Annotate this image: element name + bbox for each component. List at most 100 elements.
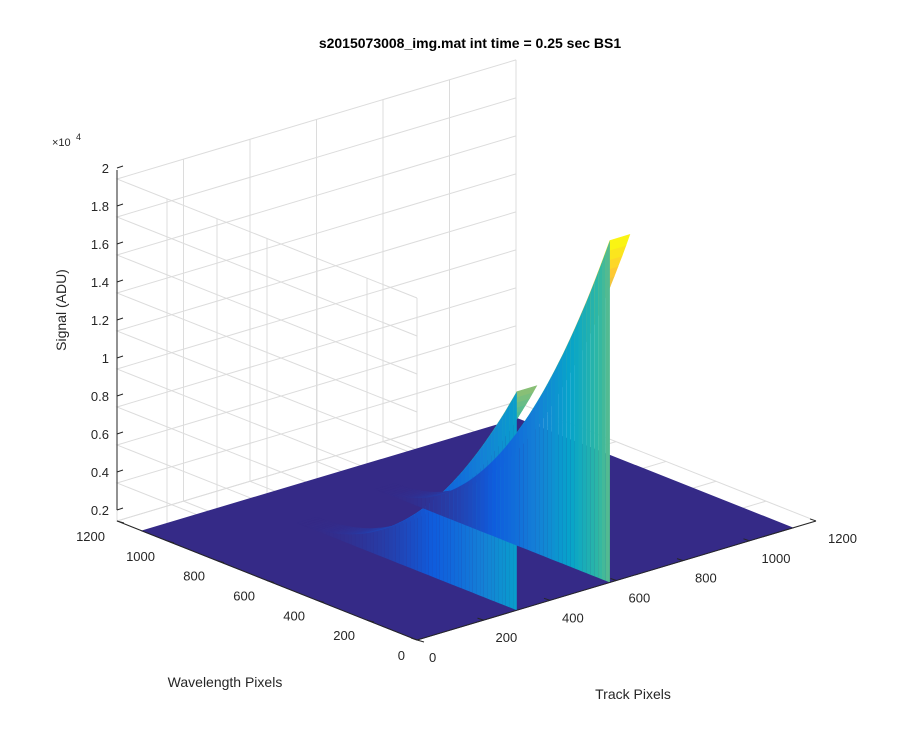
x-tick-label: 200 — [496, 630, 518, 645]
x-tick-mark — [477, 617, 484, 621]
peak-side-strip — [406, 516, 411, 568]
y-tick-mark — [416, 639, 425, 643]
peak-side-strip — [492, 457, 497, 538]
peak-side-strip — [421, 507, 426, 574]
z-tick-label: 0.6 — [91, 427, 109, 442]
peak-side-strip — [562, 346, 567, 566]
z-exponent-base: ×10 — [52, 137, 71, 149]
peak-side-strip — [461, 483, 465, 525]
peak-side-strip — [381, 528, 385, 558]
z-tick-label: 0.2 — [91, 503, 109, 518]
z-tick-mark — [116, 241, 124, 245]
peak-side-strip — [366, 532, 371, 552]
y-tick-label: 0 — [398, 648, 405, 663]
peak-side-strip — [547, 377, 552, 560]
z-exponent: ×10 4 — [52, 132, 81, 149]
x-axis-label: Track Pixels — [595, 686, 671, 702]
y-tick-label: 200 — [333, 628, 355, 643]
peak-side-strip — [337, 533, 341, 541]
x-tick-label: 600 — [629, 590, 651, 605]
peak-side-strip — [582, 301, 587, 574]
peak-side-strip — [307, 527, 312, 529]
peak-side-strip — [373, 530, 378, 555]
peak-side-strip — [318, 530, 323, 534]
y-tick-mark — [366, 619, 375, 623]
peak-side-strip — [322, 531, 327, 535]
peak-side-strip — [355, 534, 360, 548]
y-tick-label: 400 — [283, 608, 305, 623]
y-tick-mark — [166, 540, 175, 544]
peak-side-strip — [417, 498, 422, 508]
peak-side-strip — [359, 533, 363, 550]
z-tick-label: 0.8 — [91, 389, 109, 404]
peak-side-strip — [386, 493, 391, 496]
peak-side-strip — [531, 405, 536, 553]
peak-side-strip — [578, 311, 583, 572]
z-tick-mark — [116, 203, 124, 207]
peak-side-strip — [535, 398, 540, 555]
peak-side-strip — [414, 498, 418, 507]
z-exponent-power: 4 — [76, 132, 81, 142]
x-tick-mark — [676, 558, 684, 562]
peak-side-strip — [402, 497, 407, 502]
x-tick-label: 0 — [429, 650, 436, 665]
peak-side-strip — [519, 423, 524, 549]
y-tick-label: 600 — [233, 588, 255, 603]
peak-side-strip — [304, 525, 308, 528]
x-tick-label: 800 — [695, 571, 717, 586]
peak-side-strip — [457, 485, 461, 524]
z-tick-label: 0.4 — [91, 465, 109, 480]
peak-side-strip — [315, 529, 319, 532]
peak-side-strip — [311, 528, 316, 531]
peak-side-strip — [437, 494, 442, 516]
peak-side-strip — [464, 481, 469, 527]
z-tick-label: 1 — [102, 351, 109, 366]
tick-layer: 0.2 0.4 0.6 0.8 1 1.2 1.4 1.6 1.8 2 0 200 400 600 800 1… — [76, 161, 857, 665]
peak-side-strip — [605, 240, 610, 583]
peak-side-strip — [594, 272, 599, 578]
peak-side-strip — [340, 534, 345, 542]
peak-side-strip — [398, 496, 403, 501]
peak-side-strip — [504, 444, 508, 543]
peak-side-strip — [488, 461, 493, 536]
peak-side-strip — [425, 504, 429, 576]
peak-side-strip — [390, 494, 395, 497]
peak-side-strip — [602, 251, 606, 581]
peak-side-strip — [378, 490, 383, 493]
peak-side-strip — [453, 487, 458, 522]
peak-side-strip — [527, 411, 532, 552]
peak-side-strip — [472, 475, 477, 530]
peak-side-strip — [429, 496, 434, 513]
z-tick-mark — [116, 431, 124, 435]
peak-top-strip — [605, 234, 631, 252]
peak-side-strip — [449, 489, 454, 521]
x-tick-label: 1000 — [762, 551, 791, 566]
y-tick-mark — [316, 599, 325, 603]
x-tick-mark — [743, 538, 750, 542]
z-tick-label: 1.4 — [91, 275, 109, 290]
peak-side-strip — [300, 524, 305, 526]
peak-side-strip — [344, 534, 349, 544]
peak-side-strip — [598, 261, 602, 580]
z-tick-label: 1.2 — [91, 313, 109, 328]
peak-side-strip — [406, 497, 411, 504]
z-tick-mark — [116, 507, 124, 511]
peak-side-strip — [566, 337, 571, 567]
peak-side-strip — [496, 453, 501, 539]
peak-side-strip — [384, 527, 389, 560]
peak-side-strip — [382, 492, 387, 494]
peak-side-strip — [539, 391, 544, 556]
peak-side-strip — [574, 320, 579, 570]
peak-side-strip — [417, 509, 422, 573]
peak-side-strip — [395, 522, 400, 564]
peak-side-strip — [432, 498, 437, 579]
x-tick-mark — [610, 578, 617, 581]
y-tick-mark — [266, 579, 275, 583]
y-tick-mark — [116, 520, 125, 524]
peak-side-strip — [374, 489, 379, 491]
peak-side-strip — [425, 497, 430, 511]
peak-side-strip — [410, 497, 414, 505]
z-tick-label: 1.6 — [91, 237, 109, 252]
